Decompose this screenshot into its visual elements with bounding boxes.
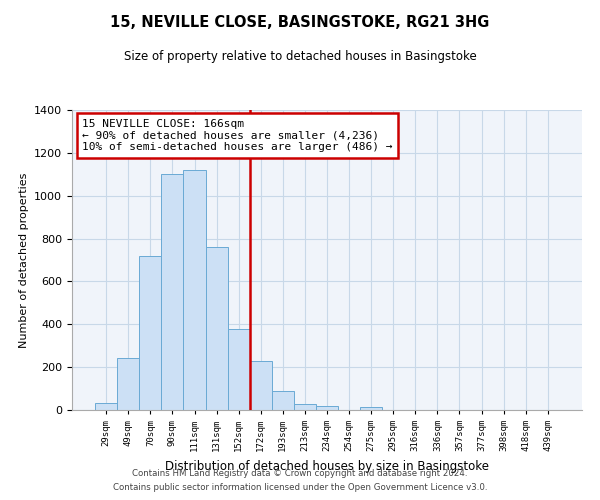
Bar: [316, 406, 338, 410]
Text: 15 NEVILLE CLOSE: 166sqm
← 90% of detached houses are smaller (4,236)
10% of sem: 15 NEVILLE CLOSE: 166sqm ← 90% of detach…: [82, 119, 392, 152]
Bar: [360, 407, 382, 410]
Bar: [95, 402, 117, 410]
Text: Contains HM Land Registry data © Crown copyright and database right 2024.: Contains HM Land Registry data © Crown c…: [132, 468, 468, 477]
Text: Size of property relative to detached houses in Basingstoke: Size of property relative to detached ho…: [124, 50, 476, 63]
Y-axis label: Number of detached properties: Number of detached properties: [19, 172, 29, 348]
Bar: [184, 170, 206, 410]
Text: 15, NEVILLE CLOSE, BASINGSTOKE, RG21 3HG: 15, NEVILLE CLOSE, BASINGSTOKE, RG21 3HG: [110, 15, 490, 30]
Bar: [117, 358, 139, 410]
X-axis label: Distribution of detached houses by size in Basingstoke: Distribution of detached houses by size …: [165, 460, 489, 472]
Text: Contains public sector information licensed under the Open Government Licence v3: Contains public sector information licen…: [113, 484, 487, 492]
Bar: [272, 390, 294, 410]
Bar: [294, 404, 316, 410]
Bar: [161, 174, 184, 410]
Bar: [139, 256, 161, 410]
Bar: [206, 247, 227, 410]
Bar: [227, 328, 250, 410]
Bar: [250, 360, 272, 410]
